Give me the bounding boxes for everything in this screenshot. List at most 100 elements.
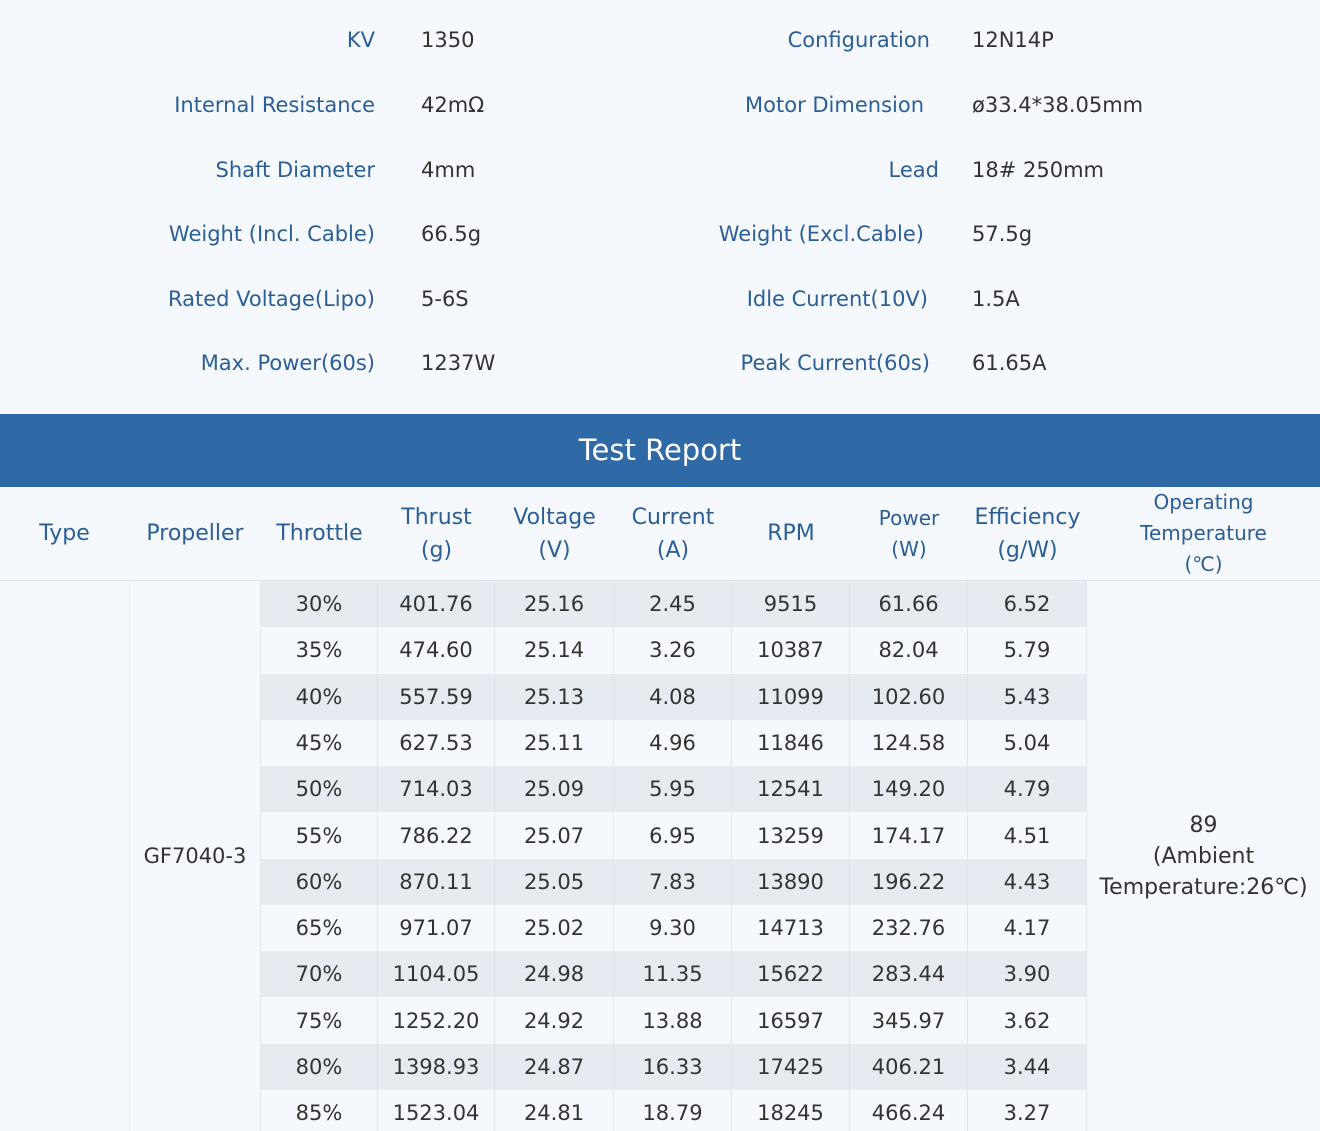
cell-voltage: 24.81 [495, 1090, 614, 1131]
header-throttle-label: Throttle [276, 521, 363, 546]
table-row: 85% 1523.04 24.81 18.79 18245 466.24 3.27 [261, 1090, 1087, 1131]
cell-voltage: 25.11 [495, 719, 614, 766]
cell-thrust: 870.11 [378, 858, 495, 905]
cell-voltage: 25.02 [495, 905, 614, 952]
test-report-title: Test Report [578, 433, 742, 467]
temperature-cell: 89 (Ambient Temperature:26℃) [1087, 581, 1320, 1131]
cell-current: 6.95 [614, 812, 732, 859]
cell-power: 174.17 [850, 812, 968, 859]
table-row: 75% 1252.20 24.92 13.88 16597 345.97 3.62 [261, 997, 1087, 1044]
spec-row: Shaft Diameter 4mm Lead 18# 250mm [0, 150, 1320, 190]
cell-current: 5.95 [614, 766, 732, 813]
cell-voltage: 25.13 [495, 673, 614, 720]
spec-value-rated-voltage: 5-6S [421, 287, 469, 311]
header-voltage-unit: (V) [538, 537, 571, 563]
header-efficiency-unit: (g/W) [997, 537, 1058, 563]
cell-power: 82.04 [850, 627, 968, 674]
spec-label-max-power: Max. Power(60s) [200, 351, 375, 375]
cell-voltage: 25.05 [495, 858, 614, 905]
temperature-ambient-line1: (Ambient [1152, 843, 1255, 869]
spec-label-rated-voltage: Rated Voltage(Lipo) [167, 287, 375, 311]
cell-rpm: 14713 [732, 905, 850, 952]
cell-power: 149.20 [850, 766, 968, 813]
cell-power: 102.60 [850, 673, 968, 720]
spec-value-peak-current: 61.65A [972, 351, 1047, 375]
table-row: 40% 557.59 25.13 4.08 11099 102.60 5.43 [261, 673, 1087, 720]
spec-value-shaft-diameter: 4mm [421, 158, 476, 182]
temperature-ambient-line2: Temperature:26℃) [1099, 874, 1308, 900]
spec-label-internal-resistance: Internal Resistance [174, 93, 375, 117]
spec-row: Rated Voltage(Lipo) 5-6S Idle Current(10… [0, 279, 1320, 319]
header-temperature-line1: Operating [1153, 490, 1254, 514]
spec-label-weight-incl-cable: Weight (Incl. Cable) [168, 222, 375, 246]
table-row: 35% 474.60 25.14 3.26 10387 82.04 5.79 [261, 627, 1087, 674]
cell-current: 3.26 [614, 627, 732, 674]
cell-power: 196.22 [850, 858, 968, 905]
cell-rpm: 10387 [732, 627, 850, 674]
cell-throttle: 55% [261, 812, 378, 859]
header-throttle: Throttle [261, 487, 378, 580]
cell-thrust: 557.59 [378, 673, 495, 720]
cell-current: 2.45 [614, 581, 732, 627]
header-power: Power (W) [850, 487, 968, 580]
header-thrust-label: Thrust [401, 504, 472, 530]
cell-efficiency: 4.79 [968, 766, 1087, 813]
cell-current: 18.79 [614, 1090, 732, 1131]
test-report-banner: Test Report [0, 414, 1320, 487]
cell-current: 16.33 [614, 1044, 732, 1090]
cell-throttle: 35% [261, 627, 378, 674]
cell-efficiency: 3.27 [968, 1090, 1087, 1131]
header-current: Current (A) [614, 487, 732, 580]
header-type-label: Type [39, 521, 90, 546]
cell-current: 13.88 [614, 997, 732, 1044]
header-current-label: Current [631, 504, 715, 530]
cell-rpm: 9515 [732, 581, 850, 627]
cell-current: 9.30 [614, 905, 732, 952]
cell-throttle: 70% [261, 951, 378, 998]
cell-thrust: 1104.05 [378, 951, 495, 998]
spec-label-peak-current: Peak Current(60s) [740, 351, 930, 375]
header-power-label: Power [878, 505, 940, 530]
table-row: 80% 1398.93 24.87 16.33 17425 406.21 3.44 [261, 1044, 1087, 1090]
cell-rpm: 11099 [732, 673, 850, 720]
header-propeller-label: Propeller [146, 521, 244, 546]
spec-label-motor-dimension: Motor Dimension [745, 93, 924, 117]
propeller-cell: GF7040-3 [130, 581, 261, 1131]
cell-throttle: 50% [261, 766, 378, 813]
cell-voltage: 25.07 [495, 812, 614, 859]
cell-rpm: 11846 [732, 719, 850, 766]
header-propeller: Propeller [130, 487, 260, 580]
spec-value-motor-dimension: ø33.4*38.05mm [972, 93, 1144, 117]
spec-label-configuration: Configuration [787, 28, 930, 52]
spec-value-lead: 18# 250mm [972, 158, 1104, 182]
table-row: 50% 714.03 25.09 5.95 12541 149.20 4.79 [261, 766, 1087, 813]
cell-current: 4.08 [614, 673, 732, 720]
cell-power: 232.76 [850, 905, 968, 952]
spec-value-weight-excl-cable: 57.5g [972, 222, 1033, 246]
cell-voltage: 24.87 [495, 1044, 614, 1090]
spec-label-weight-excl-cable: Weight (Excl.Cable) [718, 222, 924, 246]
header-temperature-unit: (℃) [1184, 552, 1223, 576]
cell-voltage: 25.09 [495, 766, 614, 813]
temperature-value: 89 [1189, 812, 1218, 838]
cell-power: 124.58 [850, 719, 968, 766]
cell-rpm: 16597 [732, 997, 850, 1044]
cell-thrust: 1252.20 [378, 997, 495, 1044]
cell-voltage: 24.98 [495, 951, 614, 998]
cell-power: 345.97 [850, 997, 968, 1044]
cell-throttle: 30% [261, 581, 378, 627]
spec-value-idle-current: 1.5A [972, 287, 1020, 311]
header-thrust: Thrust (g) [378, 487, 495, 580]
table-row: 65% 971.07 25.02 9.30 14713 232.76 4.17 [261, 905, 1087, 952]
cell-efficiency: 3.62 [968, 997, 1087, 1044]
cell-rpm: 13259 [732, 812, 850, 859]
propeller-value: GF7040-3 [143, 843, 247, 868]
table-row: 55% 786.22 25.07 6.95 13259 174.17 4.51 [261, 812, 1087, 859]
cell-rpm: 15622 [732, 951, 850, 998]
header-operating-temperature: Operating Temperature (℃) [1087, 487, 1320, 580]
cell-thrust: 971.07 [378, 905, 495, 952]
header-thrust-unit: (g) [420, 537, 453, 563]
spec-section: KV 1350 Configuration 12N14P Internal Re… [0, 0, 1320, 414]
cell-throttle: 65% [261, 905, 378, 952]
cell-thrust: 1398.93 [378, 1044, 495, 1090]
